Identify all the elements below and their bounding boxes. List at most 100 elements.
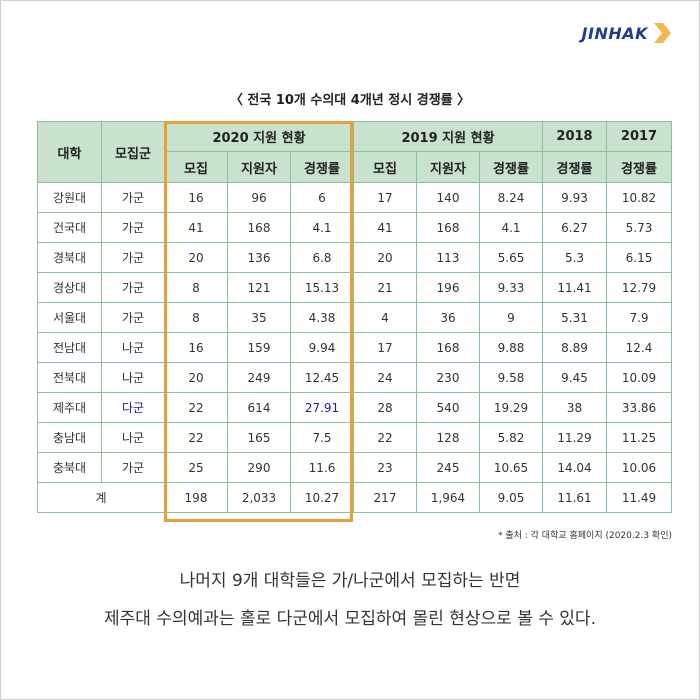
cell-total-rate-2020: 10.27 [290, 482, 354, 513]
cell-group: 가군 [101, 452, 165, 483]
table-row: 충북대 가군 25 290 11.6 23 245 10.65 14.04 10… [37, 452, 672, 483]
header-2017: 2017 [606, 121, 672, 152]
cell-recruit-2019: 22 [353, 422, 417, 453]
cell-recruit-2020: 16 [164, 332, 228, 363]
cell-total-label: 계 [37, 482, 165, 513]
chevron-right-icon [654, 23, 671, 43]
cell-rate-2018: 6.27 [542, 212, 607, 243]
cell-university: 전북대 [37, 362, 102, 393]
cell-recruit-2019: 17 [353, 182, 417, 213]
cell-recruit-2020: 8 [164, 302, 228, 333]
cell-rate-2020: 4.1 [290, 212, 354, 243]
table-row: 강원대 가군 16 96 6 17 140 8.24 9.93 10.82 [37, 182, 672, 213]
cell-group: 가군 [101, 212, 165, 243]
cell-rate-2018: 5.3 [542, 242, 607, 273]
caption-line-2: 제주대 수의예과는 홀로 다군에서 모집하여 몰린 현상으로 볼 수 있다. [104, 609, 596, 629]
subheader-rate-2017: 경쟁률 [606, 151, 672, 183]
cell-rate-2020: 4.38 [290, 302, 354, 333]
cell-recruit-2020: 20 [164, 242, 228, 273]
cell-recruit-2020: 20 [164, 362, 228, 393]
cell-rate-2017: 6.15 [606, 242, 672, 273]
cell-group: 나군 [101, 332, 165, 363]
cell-rate-2017: 33.86 [606, 392, 672, 423]
subheader-rate-2020: 경쟁률 [290, 151, 354, 183]
header-2018: 2018 [542, 121, 607, 152]
cell-rate-2019: 5.65 [479, 242, 543, 273]
cell-rate-2019: 5.82 [479, 422, 543, 453]
cell-rate-2020: 6 [290, 182, 354, 213]
cell-rate-2018: 9.45 [542, 362, 607, 393]
cell-applicants-2019: 113 [416, 242, 480, 273]
cell-applicants-2019: 540 [416, 392, 480, 423]
cell-recruit-2019: 17 [353, 332, 417, 363]
cell-applicants-2019: 230 [416, 362, 480, 393]
cell-group: 나군 [101, 422, 165, 453]
source-note: * 출처 : 각 대학교 홈페이지 (2020.2.3 확인) [497, 531, 672, 541]
cell-recruit-2020: 25 [164, 452, 228, 483]
cell-applicants-2020: 121 [227, 272, 291, 303]
cell-applicants-2020: 165 [227, 422, 291, 453]
cell-applicants-2020: 159 [227, 332, 291, 363]
cell-university: 제주대 [37, 392, 102, 423]
cell-recruit-2020: 41 [164, 212, 228, 243]
cell-recruit-2020: 22 [164, 422, 228, 453]
cell-rate-2020-highlight: 27.91 [290, 392, 354, 423]
cell-rate-2017: 7.9 [606, 302, 672, 333]
table-row: 전북대 나군 20 249 12.45 24 230 9.58 9.45 10.… [37, 362, 672, 393]
cell-applicants-2020: 290 [227, 452, 291, 483]
cell-applicants-2019: 196 [416, 272, 480, 303]
cell-rate-2019: 9.33 [479, 272, 543, 303]
cell-total-applicants-2019: 1,964 [416, 482, 480, 513]
cell-applicants-2019: 140 [416, 182, 480, 213]
table-row-jeju: 제주대 다군 22 614 27.91 28 540 19.29 38 33.8… [37, 392, 672, 423]
cell-total-rate-2019: 9.05 [479, 482, 543, 513]
cell-applicants-2020: 35 [227, 302, 291, 333]
cell-group: 가군 [101, 182, 165, 213]
caption-line-1: 나머지 9개 대학들은 가/나군에서 모집하는 반면 [179, 571, 521, 591]
header-2019: 2019 지원 현황 [353, 121, 543, 152]
cell-recruit-2019: 21 [353, 272, 417, 303]
table-row: 전남대 나군 16 159 9.94 17 168 9.88 8.89 12.4 [37, 332, 672, 363]
cell-group: 가군 [101, 302, 165, 333]
table-row: 서울대 가군 8 35 4.38 4 36 9 5.31 7.9 [37, 302, 672, 333]
cell-university: 건국대 [37, 212, 102, 243]
cell-rate-2020: 11.6 [290, 452, 354, 483]
cell-group: 가군 [101, 242, 165, 273]
cell-university: 강원대 [37, 182, 102, 213]
table-row: 충남대 나군 22 165 7.5 22 128 5.82 11.29 11.2… [37, 422, 672, 453]
header-university: 대학 [37, 121, 102, 183]
table-row: 건국대 가군 41 168 4.1 41 168 4.1 6.27 5.73 [37, 212, 672, 243]
header-group: 모집군 [101, 121, 165, 183]
cell-group: 나군 [101, 362, 165, 393]
cell-applicants-2020: 614 [227, 392, 291, 423]
cell-university: 충북대 [37, 452, 102, 483]
subheader-recruit-2019: 모집 [353, 151, 417, 183]
subheader-rate-2018: 경쟁률 [542, 151, 607, 183]
brand-name: JINHAK [581, 23, 648, 43]
cell-university: 전남대 [37, 332, 102, 363]
cell-rate-2018: 5.31 [542, 302, 607, 333]
cell-university: 서울대 [37, 302, 102, 333]
cell-rate-2017: 12.4 [606, 332, 672, 363]
cell-applicants-2019: 128 [416, 422, 480, 453]
cell-rate-2017: 10.09 [606, 362, 672, 393]
cell-rate-2018: 14.04 [542, 452, 607, 483]
cell-recruit-2019: 24 [353, 362, 417, 393]
header-2020: 2020 지원 현황 [164, 121, 354, 152]
cell-rate-2019: 10.65 [479, 452, 543, 483]
competition-rate-table: 대학 모집군 2020 지원 현황 2019 지원 현황 2018 2017 모… [37, 121, 672, 513]
table-row: 경상대 가군 8 121 15.13 21 196 9.33 11.41 12.… [37, 272, 672, 303]
cell-rate-2019: 9.58 [479, 362, 543, 393]
subheader-rate-2019: 경쟁률 [479, 151, 543, 183]
cell-total-rate-2017: 11.49 [606, 482, 672, 513]
cell-rate-2017: 11.25 [606, 422, 672, 453]
cell-rate-2017: 10.06 [606, 452, 672, 483]
cell-total-recruit-2020: 198 [164, 482, 228, 513]
cell-applicants-2020: 168 [227, 212, 291, 243]
cell-rate-2018: 8.89 [542, 332, 607, 363]
cell-rate-2019: 19.29 [479, 392, 543, 423]
cell-rate-2018: 11.29 [542, 422, 607, 453]
cell-rate-2018: 11.41 [542, 272, 607, 303]
cell-recruit-2019: 4 [353, 302, 417, 333]
cell-rate-2018: 38 [542, 392, 607, 423]
